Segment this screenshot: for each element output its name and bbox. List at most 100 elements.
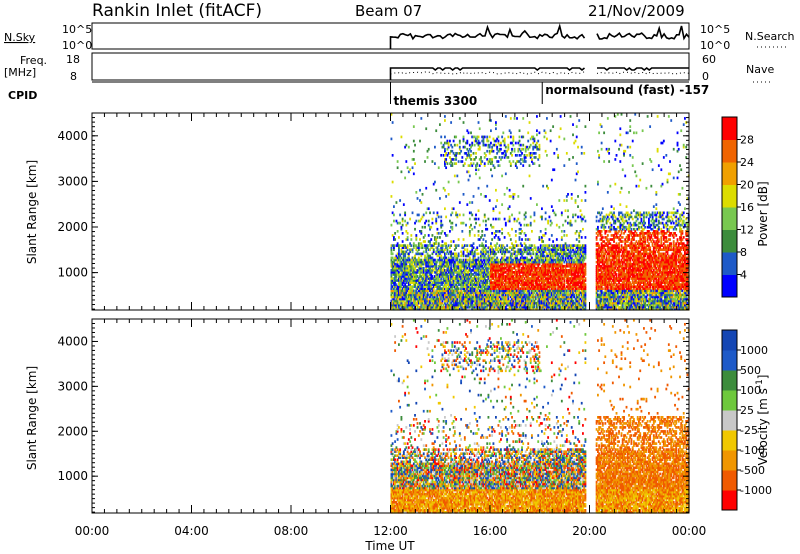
rti-cell [487, 162, 490, 165]
rti-cell [427, 262, 430, 266]
rti-cell [514, 275, 517, 278]
rti-cell [416, 293, 419, 297]
rti-cell [523, 250, 526, 254]
rti-cell [495, 264, 497, 268]
rti-cell [478, 273, 481, 276]
rti-cell [450, 273, 453, 276]
rti-cell [493, 273, 496, 276]
rti-cell [467, 164, 470, 167]
rti-cell [444, 256, 446, 260]
rti-cell [420, 269, 423, 272]
rti-cell [399, 275, 402, 278]
rti-cell [424, 254, 426, 258]
rti-cell [400, 227, 403, 231]
rti-cell [468, 264, 471, 268]
rti-cell [577, 205, 579, 208]
rti-cell [547, 305, 550, 309]
rti-cell [496, 260, 499, 264]
rti-cell [455, 258, 458, 262]
rti-cell [415, 293, 418, 297]
rti-cell [439, 269, 441, 272]
rti-cell [426, 244, 429, 247]
rti-cell [419, 295, 421, 299]
rti-cell [415, 191, 418, 194]
rti-cell [524, 149, 527, 153]
rti-cell [450, 260, 453, 264]
rti-cell [404, 301, 407, 305]
rti-cell [503, 301, 506, 305]
rti-cell [417, 287, 420, 291]
rti-cell [476, 141, 479, 145]
rti-cell [501, 289, 504, 293]
rti-cell [390, 252, 393, 256]
rti-cell [437, 258, 440, 262]
rti-cell [467, 273, 470, 276]
rti-cell [514, 283, 517, 286]
rti-cell [452, 307, 455, 311]
rti-cell [483, 164, 486, 167]
rti-cell [417, 293, 420, 297]
rti-cell [519, 149, 522, 153]
rti-cell [426, 254, 429, 258]
rti-cell [546, 305, 548, 309]
rti-cell [506, 156, 509, 159]
rti-cell [584, 219, 587, 223]
rti-cell [492, 260, 495, 264]
rti-cell [528, 238, 531, 241]
rti-cell [445, 258, 448, 262]
rti-cell [404, 269, 407, 272]
rti-cell [404, 305, 407, 309]
rti-cell [511, 295, 513, 299]
rti-cell [549, 293, 552, 297]
rti-cell [390, 258, 393, 262]
rti-cell [546, 295, 548, 299]
rti-cell [521, 254, 523, 258]
rti-cell [511, 252, 513, 256]
rti-cell [528, 277, 531, 280]
rti-cell [547, 258, 550, 262]
rti-cell [460, 277, 463, 280]
rti-cell [429, 266, 431, 270]
rti-cell [409, 275, 412, 278]
rti-cell [441, 250, 444, 254]
rti-cell [518, 147, 521, 151]
rti-cell [395, 287, 398, 291]
rti-cell [490, 289, 492, 293]
rti-cell [482, 295, 485, 299]
rti-cell [539, 269, 542, 272]
rti-cell [473, 307, 476, 311]
rti-cell [490, 301, 492, 305]
rti-cell [516, 277, 518, 280]
rti-cell [546, 184, 548, 188]
rti-cell [536, 307, 538, 311]
rti-cell [415, 295, 418, 299]
rti-cell [391, 269, 394, 272]
rti-cell [539, 215, 542, 219]
rti-cell [483, 303, 486, 307]
rti-cell [523, 156, 526, 159]
rti-cell [393, 219, 395, 223]
rti-cell [524, 305, 527, 309]
rti-cell [401, 297, 404, 301]
rti-cell [524, 264, 527, 268]
rti-cell [547, 244, 550, 247]
rti-cell [482, 291, 485, 295]
rti-cell [450, 250, 453, 254]
rti-cell [453, 305, 456, 309]
rti-cell [529, 287, 532, 291]
rti-cell [490, 305, 492, 309]
rti-cell [582, 227, 584, 231]
rti-cell [461, 279, 464, 282]
rti-cell [537, 287, 540, 291]
rti-cell [425, 299, 428, 303]
rti-cell [514, 260, 517, 264]
rti-cell [402, 271, 405, 274]
rti-cell [417, 244, 420, 247]
rti-cell [445, 246, 448, 250]
rti-cell [405, 295, 408, 299]
rti-cell [463, 287, 466, 291]
rti-cell [509, 152, 512, 155]
rti-cell [445, 158, 448, 161]
rti-cell [485, 262, 487, 266]
